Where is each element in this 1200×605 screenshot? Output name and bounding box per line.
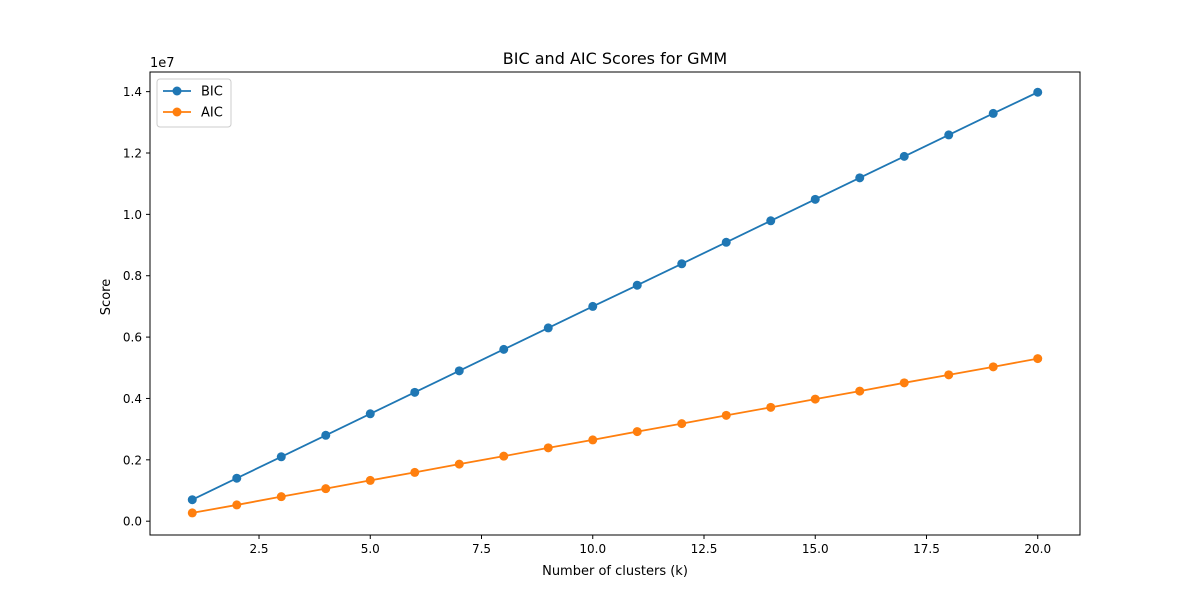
data-point-aic [365,475,375,485]
y-tick-label: 0.4 [123,392,142,406]
data-point-aic [632,427,642,437]
y-tick-label: 1.4 [123,85,142,99]
series-line-aic [192,357,1038,514]
data-point-aic [410,467,420,477]
x-tick-label: 7.5 [472,542,491,556]
y-tick-label: 1.0 [123,208,142,222]
x-axis-label: Number of clusters (k) [542,564,688,579]
y-axis-label: Score [99,279,114,315]
plot-area: 2.5 5.0 7.5 10.0 12.5 15.0 17.5 20.0 0.0 0.2 0.4 0.… [123,71,1081,556]
y-tick-label: 0.8 [123,269,142,283]
data-point-bic [988,108,998,118]
data-point-aic [499,451,509,461]
data-point-aic [899,378,909,388]
chart-title: BIC and AIC Scores for GMM [503,49,727,68]
data-point-bic [321,430,331,440]
data-point-aic [766,402,776,412]
data-point-aic [677,419,687,429]
data-point-bic [721,237,731,247]
data-point-bic [766,216,776,226]
x-tick-label: 20.0 [1024,542,1051,556]
data-point-bic [365,409,375,419]
legend-marker-bic [172,86,182,96]
data-point-bic [543,323,553,333]
x-tick-label: 10.0 [579,542,606,556]
data-point-aic [1033,354,1043,364]
data-point-aic [721,410,731,420]
data-point-aic [988,362,998,372]
y-tick-label: 0.6 [123,331,142,345]
data-point-bic [588,301,598,311]
data-point-bic [1033,87,1043,97]
legend: BIC AIC [156,78,232,128]
data-point-bic [855,173,865,183]
data-point-aic [944,370,954,380]
data-point-aic [810,394,820,404]
data-point-aic [276,492,286,502]
data-point-aic [454,459,464,469]
legend-label-aic: AIC [201,106,223,121]
y-tick-label: 1.2 [123,147,142,161]
data-point-bic [899,151,909,161]
x-tick-label: 12.5 [691,542,718,556]
data-point-bic [187,495,197,505]
data-point-aic [187,508,197,518]
data-point-bic [232,473,242,483]
x-tick-label: 17.5 [913,542,940,556]
y-offset-label: 1e7 [150,56,175,71]
data-point-bic [499,344,509,354]
x-tick-label: 2.5 [249,542,268,556]
data-point-bic [454,366,464,376]
data-point-aic [855,386,865,396]
legend-marker-aic [172,107,182,117]
data-point-bic [632,280,642,290]
y-tick-label: 0.2 [123,453,142,467]
data-point-bic [410,387,420,397]
data-point-bic [276,452,286,462]
data-point-bic [677,259,687,269]
legend-label-bic: BIC [201,85,223,100]
data-point-aic [543,443,553,453]
data-point-aic [321,484,331,494]
x-tick-label: 15.0 [802,542,829,556]
data-point-aic [232,500,242,510]
data-point-bic [810,194,820,204]
series-line-bic [191,91,1039,501]
data-point-bic [944,130,954,140]
x-tick-label: 5.0 [361,542,380,556]
y-tick-label: 0.0 [123,515,142,529]
data-point-aic [588,435,598,445]
axes-frame [149,71,1081,536]
